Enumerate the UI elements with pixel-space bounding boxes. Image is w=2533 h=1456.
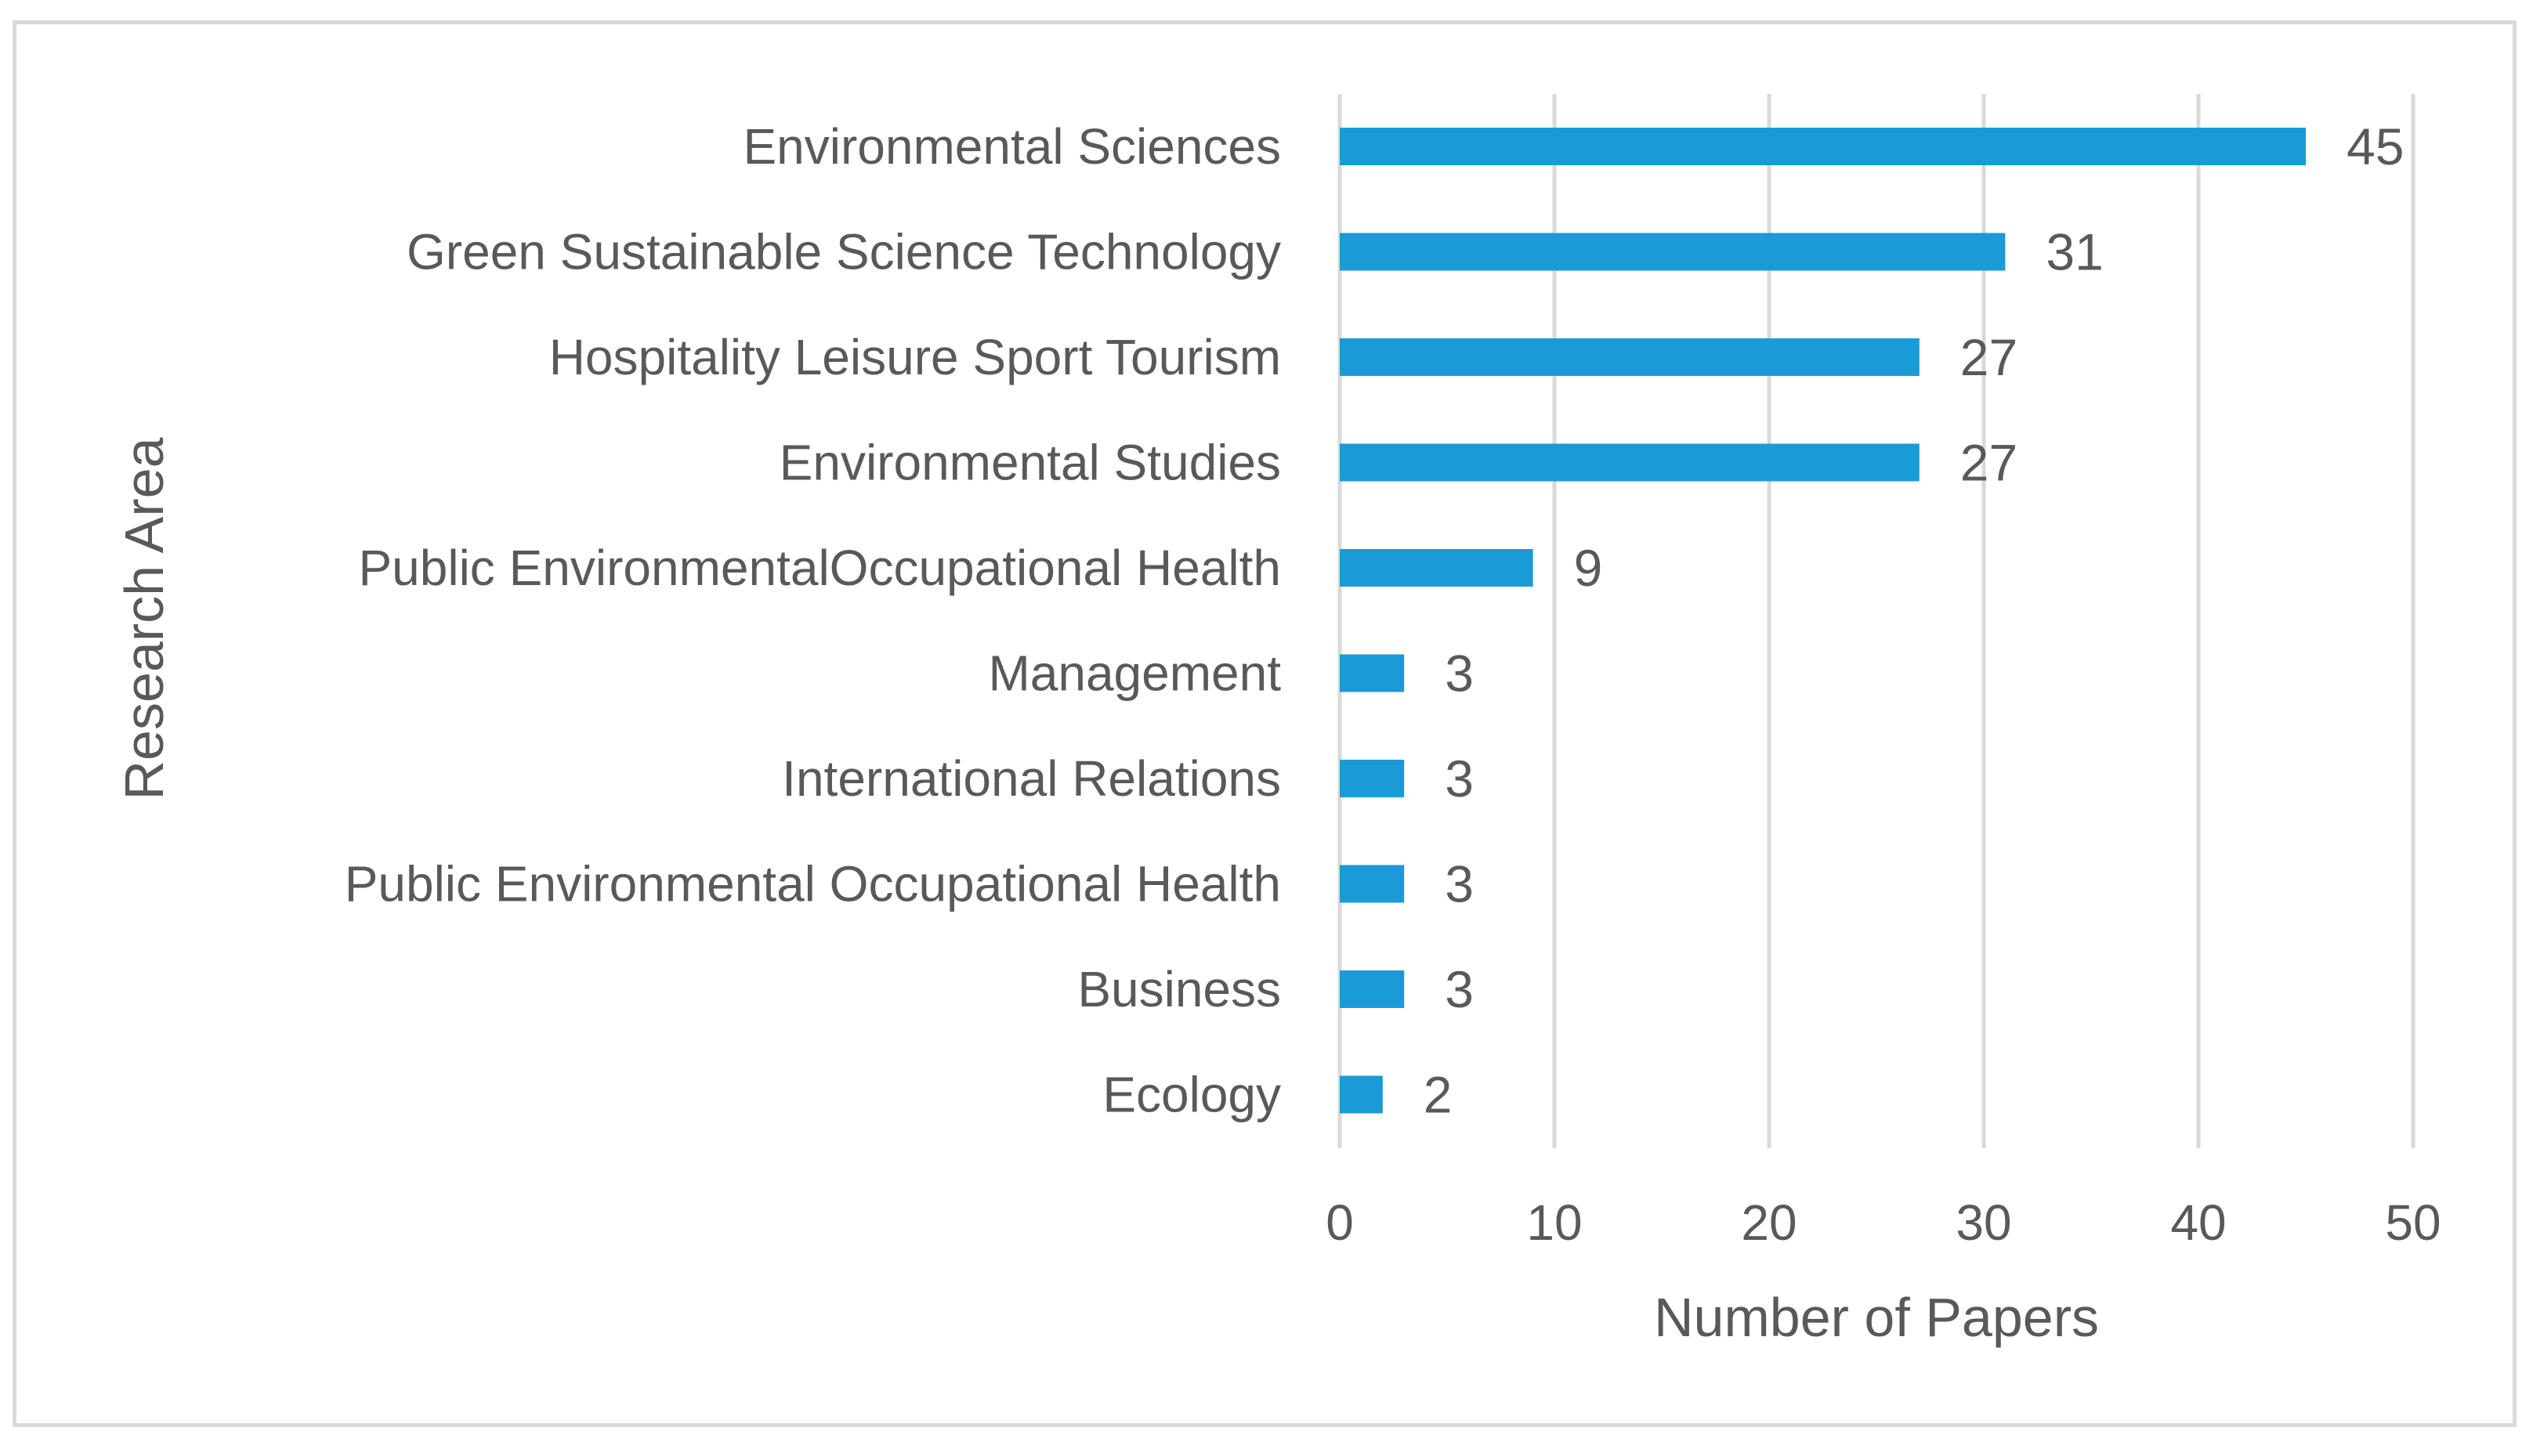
bar: [1340, 654, 1405, 692]
bar: [1340, 549, 1533, 587]
category-label: Public Environmental Occupational Health: [345, 856, 1281, 912]
category-labels: Environmental Sciences Green Sustainable …: [345, 118, 1282, 1123]
x-tick-labels: 0 10 20 30 40 50: [1326, 1194, 2441, 1251]
category-label: Environmental Studies: [780, 435, 1281, 491]
x-tick-label: 50: [2385, 1194, 2441, 1251]
bar: [1340, 760, 1405, 797]
bar: [1340, 233, 2006, 271]
bar: [1340, 443, 1920, 482]
category-label: Environmental Sciences: [743, 118, 1281, 175]
data-labels: 45 31 27 27 9 3 3 3 3 2: [1424, 117, 2405, 1124]
category-label: Business: [1077, 961, 1281, 1017]
bar: [1340, 865, 1405, 903]
data-label: 27: [1960, 328, 2017, 386]
x-tick-label: 10: [1526, 1194, 1582, 1251]
category-label: Public EnvironmentalOccupational Health: [358, 540, 1281, 596]
bar: [1340, 1075, 1383, 1114]
data-label: 3: [1445, 855, 1474, 913]
data-label: 3: [1445, 960, 1474, 1018]
x-tick-label: 30: [1956, 1194, 2011, 1251]
bar: [1340, 338, 1920, 376]
bars: [1340, 128, 2306, 1114]
data-label: 27: [1960, 434, 2017, 492]
bar: [1340, 970, 1405, 1008]
data-label: 31: [2046, 223, 2103, 281]
category-label: Management: [988, 645, 1281, 702]
data-label: 3: [1445, 645, 1474, 703]
x-tick-label: 40: [2170, 1194, 2226, 1251]
x-tick-label: 0: [1326, 1194, 1354, 1251]
chart-frame: [13, 20, 2517, 1427]
x-tick-label: 20: [1741, 1194, 1797, 1251]
category-label: Hospitality Leisure Sport Tourism: [549, 329, 1281, 385]
category-label: Green Sustainable Science Technology: [407, 224, 1281, 280]
category-label: International Relations: [782, 750, 1281, 807]
category-label: Ecology: [1102, 1067, 1281, 1123]
data-label: 45: [2347, 117, 2404, 175]
bar: [1340, 128, 2306, 165]
y-axis-title: Research Area: [114, 437, 175, 800]
data-label: 9: [1574, 539, 1603, 597]
data-label: 2: [1424, 1066, 1453, 1124]
x-axis-title: Number of Papers: [1654, 1287, 2099, 1348]
data-label: 3: [1445, 750, 1474, 807]
